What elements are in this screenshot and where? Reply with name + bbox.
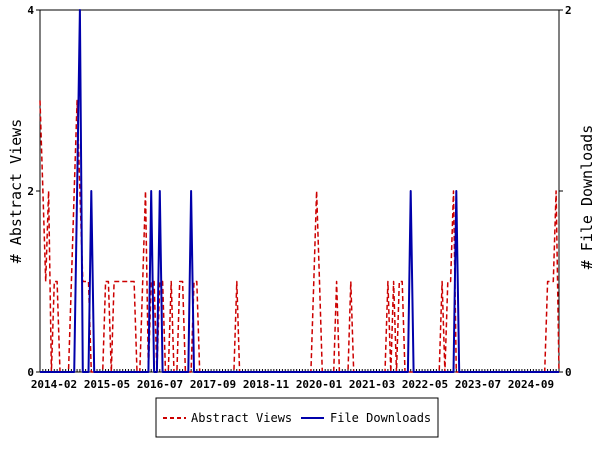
x-axis: 2014-02 2015-05 2016-07 2017-09 2018-11 2020-…: [31, 378, 554, 391]
left-tick-label: 4: [27, 4, 34, 17]
left-axis-title: # Abstract Views: [7, 119, 25, 264]
legend-label-file-downloads: File Downloads: [330, 411, 431, 425]
right-tick-label: 2: [565, 4, 572, 17]
right-axis: 02: [559, 4, 572, 379]
x-tick-label: 2024-09: [508, 378, 554, 391]
x-tick-label: 2016-07: [137, 378, 183, 391]
right-tick-label: 0: [565, 366, 572, 379]
legend: Abstract Views File Downloads: [155, 397, 439, 438]
right-axis-title: # File Downloads: [578, 125, 596, 270]
x-tick-label: 2020-01: [296, 378, 343, 391]
left-tick-label: 0: [27, 366, 34, 379]
x-tick-label: 2017-09: [190, 378, 236, 391]
legend-label-abstract-views: Abstract Views: [191, 411, 292, 425]
x-tick-label: 2018-11: [243, 378, 290, 391]
left-axis: 0 2 4: [27, 4, 40, 379]
plot-area: [39, 9, 560, 373]
x-tick-label: 2014-02: [31, 378, 77, 391]
left-tick-label: 2: [27, 185, 34, 198]
x-tick-label: 2022-05: [402, 378, 448, 391]
legend-box: [155, 397, 439, 438]
x-tick-label: 2023-07: [455, 378, 501, 391]
x-tick-label: 2021-03: [349, 378, 395, 391]
x-tick-label: 2015-05: [84, 378, 130, 391]
series-line-file-downloads: [40, 9, 559, 373]
series-group: [39, 9, 560, 373]
